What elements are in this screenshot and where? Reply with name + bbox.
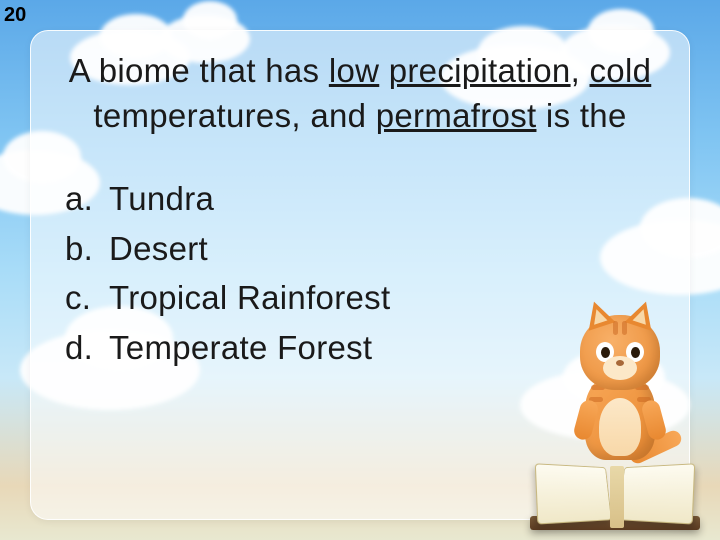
answer-text: Temperate Forest: [109, 323, 372, 373]
question-keyword: permafrost: [376, 97, 537, 134]
question-segment: temperatures, and: [93, 97, 375, 134]
answer-option[interactable]: b.Desert: [65, 224, 661, 274]
question-keyword: low: [329, 52, 379, 89]
question-text: A biome that has low precipitation, cold…: [59, 49, 661, 138]
answer-letter: d.: [65, 323, 109, 373]
question-keyword: precipitation: [389, 52, 571, 89]
slide-number: 20: [4, 4, 26, 27]
question-segment: ,: [571, 52, 590, 89]
answer-letter: a.: [65, 174, 109, 224]
question-segment: A biome that has: [69, 52, 329, 89]
answer-letter: c.: [65, 273, 109, 323]
answer-option[interactable]: a.Tundra: [65, 174, 661, 224]
cartoon-cat: [565, 310, 675, 460]
answer-text: Tropical Rainforest: [109, 273, 390, 323]
question-keyword: cold: [590, 52, 652, 89]
question-segment: is the: [536, 97, 626, 134]
answer-text: Tundra: [109, 174, 214, 224]
answer-letter: b.: [65, 224, 109, 274]
cat-character: [515, 310, 695, 530]
answer-text: Desert: [109, 224, 208, 274]
open-book: [530, 455, 700, 530]
question-segment: [379, 52, 388, 89]
